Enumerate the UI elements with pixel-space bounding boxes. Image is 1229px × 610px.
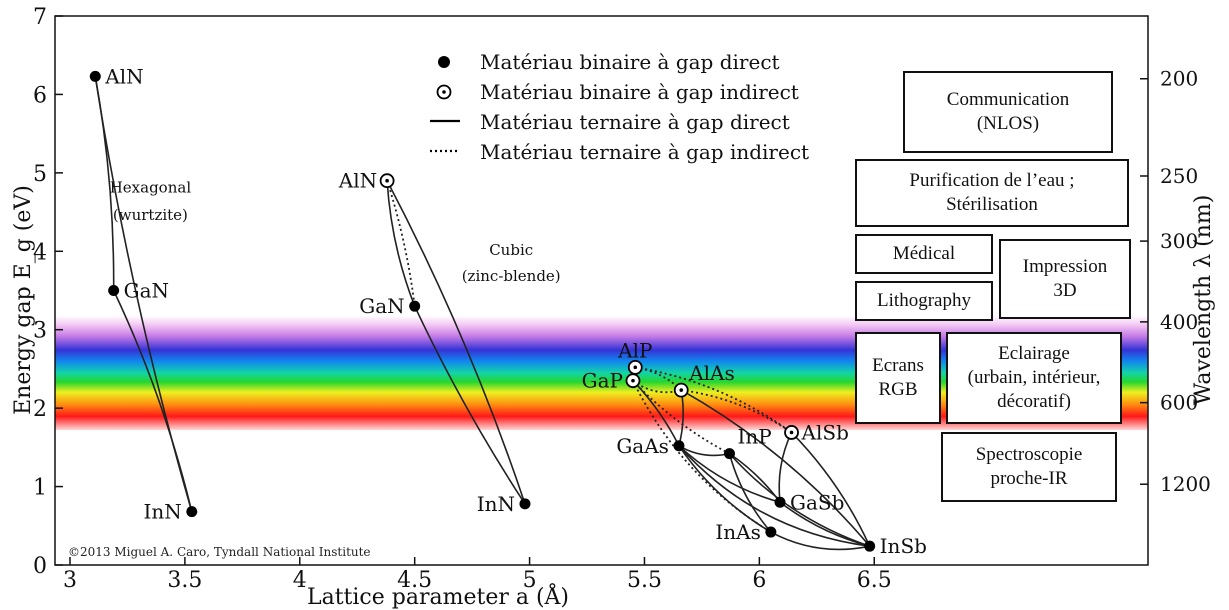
application-box-eclairage: Eclairage (urbain, intérieur, décoratif) xyxy=(946,332,1122,424)
plot-frame xyxy=(54,15,1149,566)
legend-label: Matériau ternaire à gap direct xyxy=(480,110,790,134)
indirect-gap-point-center xyxy=(631,378,635,383)
application-box-spectroscopie: Spectroscopie proche-IR xyxy=(941,432,1117,502)
y-tick-label: 3 xyxy=(33,319,47,344)
application-box-lithography: Lithography xyxy=(855,281,993,321)
alloy-curve xyxy=(678,445,772,533)
y-axis-title: Energy gap E_g (eV) xyxy=(11,185,36,415)
alloy-curve xyxy=(632,380,680,447)
legend-label: Matériau binaire à gap indirect xyxy=(480,80,799,104)
point-label: InN xyxy=(144,500,182,524)
y-tick-label: 5 xyxy=(33,162,47,187)
structure-label: Cubic xyxy=(489,241,533,259)
legend-circle-dot-center xyxy=(442,90,446,94)
y-tick-label: 7 xyxy=(33,5,47,30)
x-axis-title: Lattice parameter a (Å) xyxy=(307,582,569,610)
indirect-gap-point-center xyxy=(633,365,638,370)
point-label: AlN xyxy=(338,169,377,193)
point-label: InSb xyxy=(880,534,927,558)
direct-gap-point xyxy=(774,496,786,508)
y-tick-label: 4 xyxy=(33,240,47,265)
wavelength-tick-label: 200 xyxy=(1160,67,1198,91)
wavelength-tick-label: 400 xyxy=(1160,310,1198,334)
alloy-curve xyxy=(632,380,730,455)
x-tick-label: 5.5 xyxy=(627,568,662,593)
y-tick-label: 1 xyxy=(33,476,47,501)
x-tick-label: 4.5 xyxy=(397,568,432,593)
point-label: AlN xyxy=(104,64,143,88)
indirect-gap-point-center xyxy=(789,430,794,435)
legend-label: Matériau ternaire à gap indirect xyxy=(480,140,809,164)
x-tick-label: 6.5 xyxy=(857,568,892,593)
y-tick-label: 0 xyxy=(33,554,47,579)
x-tick-label: 5 xyxy=(523,568,537,593)
alloy-curve xyxy=(94,76,193,512)
alloy-curve xyxy=(635,366,793,434)
point-label: InAs xyxy=(715,520,761,544)
application-box-medical: Médical xyxy=(855,234,993,274)
copyright-text: ©2013 Miguel A. Caro, Tyndall National I… xyxy=(68,545,371,559)
alloy-curve xyxy=(681,389,793,434)
wavelength-tick-label: 600 xyxy=(1160,391,1198,415)
point-label: InP xyxy=(737,425,771,449)
direct-gap-point xyxy=(673,440,685,452)
direct-gap-point xyxy=(723,448,735,460)
indirect-gap-point-center xyxy=(679,388,684,392)
alloy-curve xyxy=(386,180,416,307)
alloy-curve xyxy=(770,531,870,551)
y2-axis-title: Wavelength λ (nm) xyxy=(1191,195,1216,406)
legend-label: Matériau binaire à gap direct xyxy=(480,50,780,74)
direct-gap-point xyxy=(186,506,198,518)
direct-gap-point xyxy=(864,540,876,552)
point-label: GaAs xyxy=(616,434,669,458)
wavelength-tick-label: 300 xyxy=(1160,229,1198,253)
point-label: GaN xyxy=(359,294,404,318)
direct-gap-point xyxy=(409,300,421,312)
point-label: GaP xyxy=(582,369,623,393)
legend-dot-symbol xyxy=(438,56,450,68)
alloy-curve xyxy=(678,445,781,504)
direct-gap-point xyxy=(108,285,120,296)
application-box-communication: Communication (NLOS) xyxy=(903,71,1113,153)
point-label: InN xyxy=(477,492,515,516)
point-label: GaN xyxy=(124,279,169,303)
point-label: GaSb xyxy=(790,490,844,514)
point-label: AlSb xyxy=(801,420,849,444)
indirect-gap-point-center xyxy=(385,178,389,183)
application-box-ecrans: Ecrans RGB xyxy=(855,332,941,424)
alloy-curve xyxy=(635,366,682,391)
alloy-curve xyxy=(790,431,871,547)
wavelength-tick-label: 250 xyxy=(1160,164,1198,188)
x-tick-label: 3 xyxy=(63,568,77,593)
structure-label: (wurtzite) xyxy=(113,206,188,224)
wavelength-tick-label: 1200 xyxy=(1160,472,1211,496)
structure-label: Hexagonal xyxy=(110,178,192,196)
alloy-curve xyxy=(728,453,772,533)
alloy-curve xyxy=(413,305,526,505)
alloy-curve xyxy=(386,180,526,505)
application-box-purification: Purification de l’eau ; Stérilisation xyxy=(855,159,1129,227)
alloy-curve xyxy=(632,380,772,533)
direct-gap-point xyxy=(519,498,531,510)
x-tick-label: 4 xyxy=(293,568,307,593)
x-tick-label: 6 xyxy=(752,568,766,593)
application-box-impression: Impression 3D xyxy=(999,239,1131,319)
direct-gap-point xyxy=(765,526,777,538)
direct-gap-point xyxy=(89,70,101,82)
alloy-curve xyxy=(678,445,870,547)
x-tick-label: 3.5 xyxy=(167,568,202,593)
y-tick-label: 6 xyxy=(33,83,47,108)
structure-label: (zinc-blende) xyxy=(462,267,561,285)
point-label: AlP xyxy=(617,338,652,362)
point-label: AlAs xyxy=(688,361,735,385)
alloy-curve xyxy=(386,180,416,307)
alloy-curve xyxy=(728,453,870,547)
y-tick-label: 2 xyxy=(33,397,47,422)
